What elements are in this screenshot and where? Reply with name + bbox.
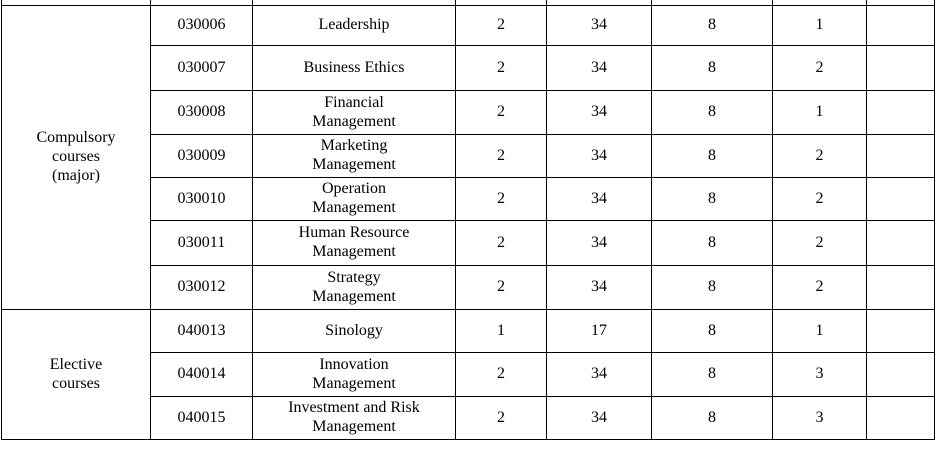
course-name-cell: Financial Management [252,90,456,135]
value-cell: 34 [546,177,652,221]
empty-cell [866,177,935,221]
course-name-cell: Investment and Risk Management [252,396,456,440]
empty-cell [866,220,935,266]
value-cell: 8 [651,134,773,178]
course-name-cell: Strategy Management [252,265,456,310]
course-name-cell: Business Ethics [252,45,456,91]
value-cell: 2 [455,134,547,178]
value-cell: 34 [546,5,652,46]
value-cell: 2 [772,220,867,266]
table-row: 030009 Marketing Management 2 34 8 2 [2,134,935,178]
table-row: 040015 Investment and Risk Management 2 … [2,396,935,440]
value-cell: 8 [651,220,773,266]
value-cell: 8 [651,309,773,353]
course-name-label: Financial Management [312,93,396,130]
value-cell: 34 [546,45,652,91]
table-row: 030007 Business Ethics 2 34 8 2 [2,45,935,91]
empty-cell [866,45,935,91]
value-cell: 2 [455,265,547,310]
course-code-cell: 030006 [150,5,253,46]
course-name-cell: Operation Management [252,177,456,221]
value-cell: 17 [546,309,652,353]
course-name-cell: Human Resource Management [252,220,456,266]
course-code-cell: 030010 [150,177,253,221]
value-cell: 8 [651,396,773,440]
course-name-label: Operation Management [312,180,396,216]
empty-cell [866,352,935,397]
value-cell: 8 [651,265,773,310]
value-cell: 34 [546,265,652,310]
value-cell: 1 [455,309,547,353]
course-name-label: Sinology [325,321,383,339]
value-cell: 34 [546,352,652,397]
course-name-cell: Marketing Management [252,134,456,178]
value-cell: 1 [772,90,867,135]
value-cell: 34 [546,90,652,135]
value-cell: 34 [546,396,652,440]
value-cell: 3 [772,396,867,440]
value-cell: 8 [651,90,773,135]
course-name-label: Innovation Management [312,355,396,392]
value-cell: 2 [455,352,547,397]
value-cell: 2 [772,45,867,91]
course-code-cell: 030007 [150,45,253,91]
value-cell: 2 [455,177,547,221]
table-row: Compulsory courses (major) 030006 Leader… [1,5,935,310]
empty-cell [866,134,935,178]
course-name-label: Strategy Management [312,268,396,305]
course-code-cell: 040013 [150,309,253,353]
course-code-cell: 030011 [150,220,253,266]
category-label: Elective courses [49,355,103,392]
value-cell: 2 [455,396,547,440]
course-name-label: Marketing Management [312,137,396,173]
category-cell-elective: Elective courses [1,309,151,440]
value-cell: 2 [772,265,867,310]
course-name-label: Leadership [318,16,390,34]
empty-cell [866,309,935,353]
course-name-label: Human Resource Management [298,224,410,260]
value-cell: 2 [455,5,547,46]
course-name-label: Investment and Risk Management [288,399,420,435]
course-code-cell: 030012 [150,265,253,310]
table-row: 040014 Innovation Management 2 34 8 3 [2,352,935,397]
value-cell: 2 [772,177,867,221]
value-cell: 2 [455,220,547,266]
value-cell: 2 [772,134,867,178]
table-row: 030010 Operation Management 2 34 8 2 [2,177,935,221]
course-code-cell: 030009 [150,134,253,178]
course-name-cell: Sinology [252,309,456,353]
table-row: Elective courses 040013 Sinology 1 17 8 … [1,309,935,440]
value-cell: 8 [651,45,773,91]
value-cell: 34 [546,220,652,266]
value-cell: 8 [651,177,773,221]
empty-cell [866,90,935,135]
value-cell: 34 [546,134,652,178]
table-row: 030011 Human Resource Management 2 34 8 … [2,220,935,266]
course-name-cell: Innovation Management [252,352,456,397]
category-cell-compulsory: Compulsory courses (major) [1,5,151,310]
empty-cell [866,396,935,440]
course-code-cell: 040015 [150,396,253,440]
course-name-label: Business Ethics [303,58,405,76]
value-cell: 2 [455,45,547,91]
value-cell: 8 [651,5,773,46]
value-cell: 1 [772,309,867,353]
value-cell: 3 [772,352,867,397]
category-label: Compulsory courses (major) [36,129,116,184]
course-name-cell: Leadership [252,5,456,46]
value-cell: 1 [772,5,867,46]
course-code-cell: 030008 [150,90,253,135]
empty-cell [866,5,935,46]
empty-cell [866,265,935,310]
course-code-cell: 040014 [150,352,253,397]
value-cell: 8 [651,352,773,397]
value-cell: 2 [455,90,547,135]
course-schedule-table: Compulsory courses (major) 030006 Leader… [1,0,935,440]
